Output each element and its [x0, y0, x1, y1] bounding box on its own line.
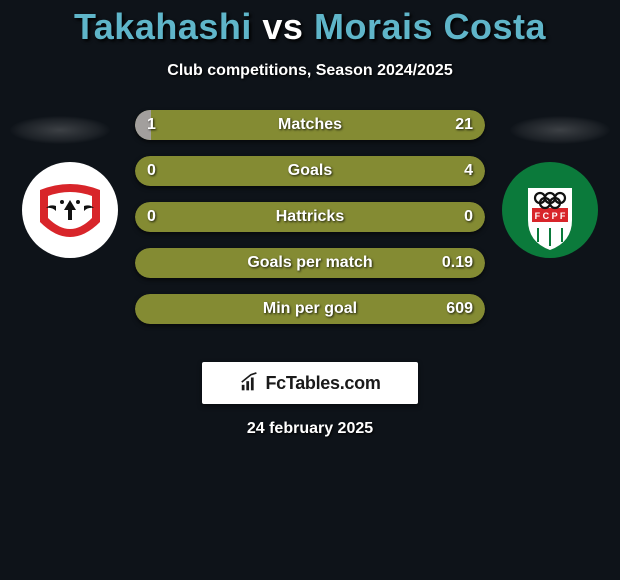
player-right-name: Morais Costa: [314, 6, 546, 47]
snapshot-date: 24 february 2025: [0, 420, 620, 438]
player-left-name: Takahashi: [74, 6, 252, 47]
brand-badge: FcTables.com: [202, 362, 418, 404]
stat-value-right: 609: [446, 300, 473, 318]
stat-rows-container: 1 21 Matches 0 4 Goals 0 0 Hattricks 0.19 Goals pe…: [135, 110, 485, 340]
stat-label: Goals: [288, 162, 332, 180]
club-crest-right: F C P F: [500, 160, 600, 260]
stat-value-right: 0.19: [442, 254, 473, 272]
stat-row: 0.19 Goals per match: [135, 248, 485, 278]
stat-row: 1 21 Matches: [135, 110, 485, 140]
stat-row: 0 0 Hattricks: [135, 202, 485, 232]
stat-label: Hattricks: [276, 208, 344, 226]
stat-value-right: 21: [455, 116, 473, 134]
page-title: Takahashi vs Morais Costa: [0, 0, 620, 48]
stat-label: Matches: [278, 116, 342, 134]
brand-text: FcTables.com: [265, 373, 380, 394]
stat-value-right: 4: [464, 162, 473, 180]
stat-label: Min per goal: [263, 300, 357, 318]
stat-value-right: 0: [464, 208, 473, 226]
stat-label: Goals per match: [247, 254, 372, 272]
stat-value-left: 0: [147, 208, 156, 226]
chart-icon: [239, 372, 261, 394]
subtitle: Club competitions, Season 2024/2025: [0, 62, 620, 80]
comparison-stage: F C P F 1 21 Matches 0 4 Goals 0 0 Hattricks 0.19…: [0, 110, 620, 350]
stat-row: 609 Min per goal: [135, 294, 485, 324]
club-crest-left: [20, 160, 120, 260]
halo-right: [510, 116, 610, 144]
vs-separator: vs: [262, 6, 303, 47]
stat-value-left: 0: [147, 162, 156, 180]
svg-text:F C P F: F C P F: [535, 211, 566, 221]
stat-value-left: 1: [147, 116, 156, 134]
halo-left: [10, 116, 110, 144]
stat-row: 0 4 Goals: [135, 156, 485, 186]
